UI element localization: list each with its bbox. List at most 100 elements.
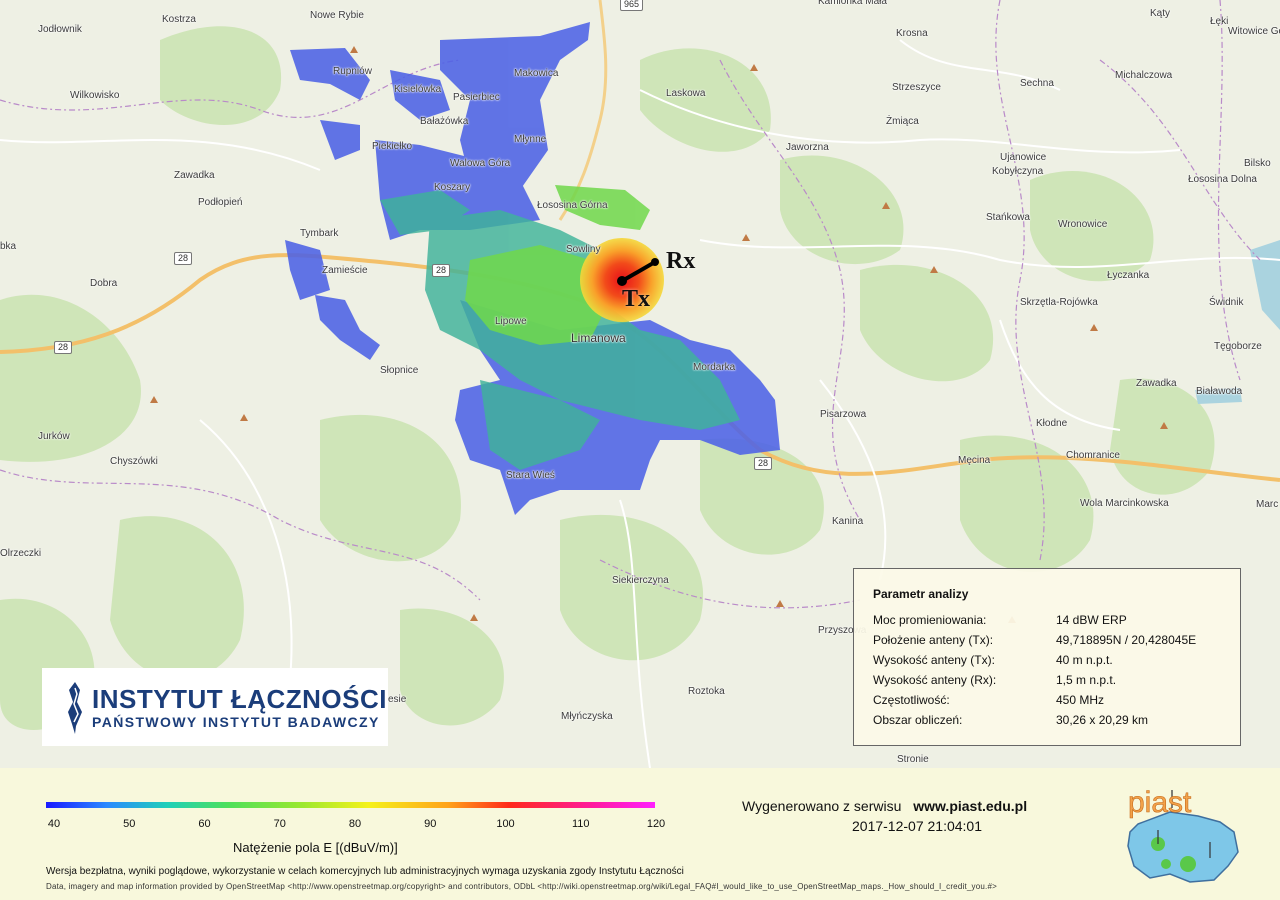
place-label: Dobra (90, 278, 118, 289)
colorbar-tick: 110 (571, 818, 590, 830)
generated-timestamp: 2017-12-07 21:04:01 (852, 818, 982, 834)
coverage-dot-icon (1180, 856, 1196, 872)
param-value: 450 MHz (1056, 693, 1105, 707)
rx-point (651, 258, 659, 266)
lake (1250, 240, 1280, 330)
colorbar-tick: 60 (198, 818, 211, 830)
param-value: 14 dBW ERP (1056, 613, 1127, 627)
place-label: Michalczowa (1115, 70, 1173, 81)
map-base (0, 0, 1280, 768)
place-label: Skrzętla-Rojówka (1020, 297, 1098, 308)
place-label: Kamionka Mała (818, 0, 887, 7)
place-label: Kobyłczyna (992, 166, 1044, 177)
place-label: Mordarka (693, 362, 736, 373)
piast-logo: piast (1127, 786, 1239, 883)
place-label: Makowica (514, 68, 559, 79)
place-label: esie (388, 694, 407, 705)
param-label: Położenie anteny (Tx): (873, 633, 994, 647)
piast-wordmark: piast (1128, 786, 1192, 819)
param-row: Położenie anteny (Tx): 49,718895N / 20,4… (873, 633, 1233, 649)
place-label: Krosna (896, 28, 928, 39)
logo-title: INSTYTUT ŁĄCZNOŚCI (92, 684, 387, 714)
colorbar (46, 802, 655, 808)
place-label: Ujanowice (1000, 152, 1047, 163)
generated-prefix: Wygenerowano z serwisu (742, 798, 902, 814)
place-label: Pisarzowa (820, 409, 867, 420)
place-label: Młyńczyska (561, 711, 613, 722)
place-label: Żmiąca (886, 116, 919, 127)
place-label: Wronowice (1058, 219, 1108, 230)
coverage-dot-icon (1161, 859, 1171, 869)
place-label: Sechna (1020, 78, 1054, 89)
place-label: Laskowa (666, 88, 706, 99)
colorbar-tick: 120 (646, 818, 666, 830)
place-label: Piekiełko (372, 141, 413, 152)
map-shape-icon (1127, 811, 1239, 883)
place-label: Roztoka (688, 686, 725, 697)
colorbar-unit-label: Natężenie pola E [(dBuV/m)] (233, 840, 398, 855)
colorbar-tick: 40 (47, 818, 61, 830)
route-shield: 28 (754, 457, 773, 470)
colorbar-tick: 90 (424, 818, 437, 830)
place-label: Chomranice (1066, 450, 1120, 461)
place-label: Jaworzna (786, 142, 829, 153)
place-label: Męcina (958, 455, 991, 466)
route-shield: 965 (620, 0, 644, 11)
param-row: Obszar obliczeń: 30,26 x 20,29 km (873, 713, 1233, 729)
institute-logo: INSTYTUT ŁĄCZNOŚCI PAŃSTWOWY INSTYTUT BA… (42, 668, 388, 746)
place-label: Młynne (514, 134, 547, 145)
map-view[interactable]: Kostrza Nowe Rybie Kamionka Mała Kąty Łę… (0, 0, 1280, 768)
route-shield: 28 (174, 252, 193, 265)
place-label: Witowice Gó (1228, 26, 1280, 37)
disclaimer: Wersja bezpłatna, wyniki poglądowe, wyko… (46, 866, 684, 877)
panel-title: Parametr analizy (873, 587, 969, 601)
place-label: Wola Marcinkowska (1080, 498, 1169, 509)
pond (1195, 388, 1242, 404)
place-label: Nowe Rybie (310, 10, 364, 21)
place-label: Słopnice (380, 365, 419, 376)
place-label: Białawoda (1196, 386, 1243, 397)
place-label: Kąty (1150, 8, 1171, 19)
peak-icon (350, 46, 358, 53)
place-label: Stara Wieś (506, 470, 555, 481)
place-label: Zawadka (174, 170, 215, 181)
place-label: Pasierbiec (453, 92, 500, 103)
place-label: Sowliny (566, 244, 601, 255)
place-label: bka (0, 241, 17, 252)
param-row: Wysokość anteny (Rx): 1,5 m n.p.t. (873, 673, 1233, 689)
place-label: Walowa Góra (450, 158, 511, 169)
peak-icon (750, 64, 758, 71)
place-label: Łososina Górna (537, 200, 608, 211)
place-label: Lipowe (495, 316, 527, 327)
footer: 40 50 60 70 80 90 100 110 120 Natężenie pola E [… (0, 768, 1280, 900)
place-label: Łęki (1210, 16, 1229, 27)
place-label: Jodłownik (38, 24, 82, 35)
place-label: Łososina Dolna (1188, 174, 1257, 185)
place-label: Tęgoborze (1214, 341, 1262, 352)
peak-icon (240, 414, 248, 421)
param-row: Moc promieniowania: 14 dBW ERP (873, 613, 1233, 629)
param-row: Częstotliwość: 450 MHz (873, 693, 1233, 709)
place-label: Zamieście (322, 265, 368, 276)
param-value: 40 m n.p.t. (1056, 653, 1113, 667)
institute-mark-icon (68, 682, 82, 734)
place-label: Limanowa (571, 331, 626, 345)
site-link[interactable]: www.piast.edu.pl (913, 798, 1028, 814)
map-attribution: Data, imagery and map information provid… (46, 882, 997, 891)
peak-icon (776, 600, 784, 607)
tx-label: Tx (622, 286, 651, 312)
place-label: Tymbark (300, 228, 339, 239)
peak-icon (882, 202, 890, 209)
generated-by: Wygenerowano z serwisu www.piast.edu.pl (742, 798, 1027, 814)
route-shield: 28 (432, 264, 451, 277)
param-value: 30,26 x 20,29 km (1056, 713, 1149, 727)
place-label: Siekierczyna (612, 575, 669, 586)
param-label: Częstotliwość: (873, 693, 950, 707)
colorbar-tick: 80 (348, 818, 362, 830)
place-label: Chyszówki (110, 456, 158, 467)
param-label: Wysokość anteny (Tx): (873, 653, 995, 667)
place-label: Koszary (434, 182, 471, 193)
tx-point (617, 276, 627, 286)
place-label: Marc (1256, 499, 1279, 510)
peak-icon (470, 614, 478, 621)
